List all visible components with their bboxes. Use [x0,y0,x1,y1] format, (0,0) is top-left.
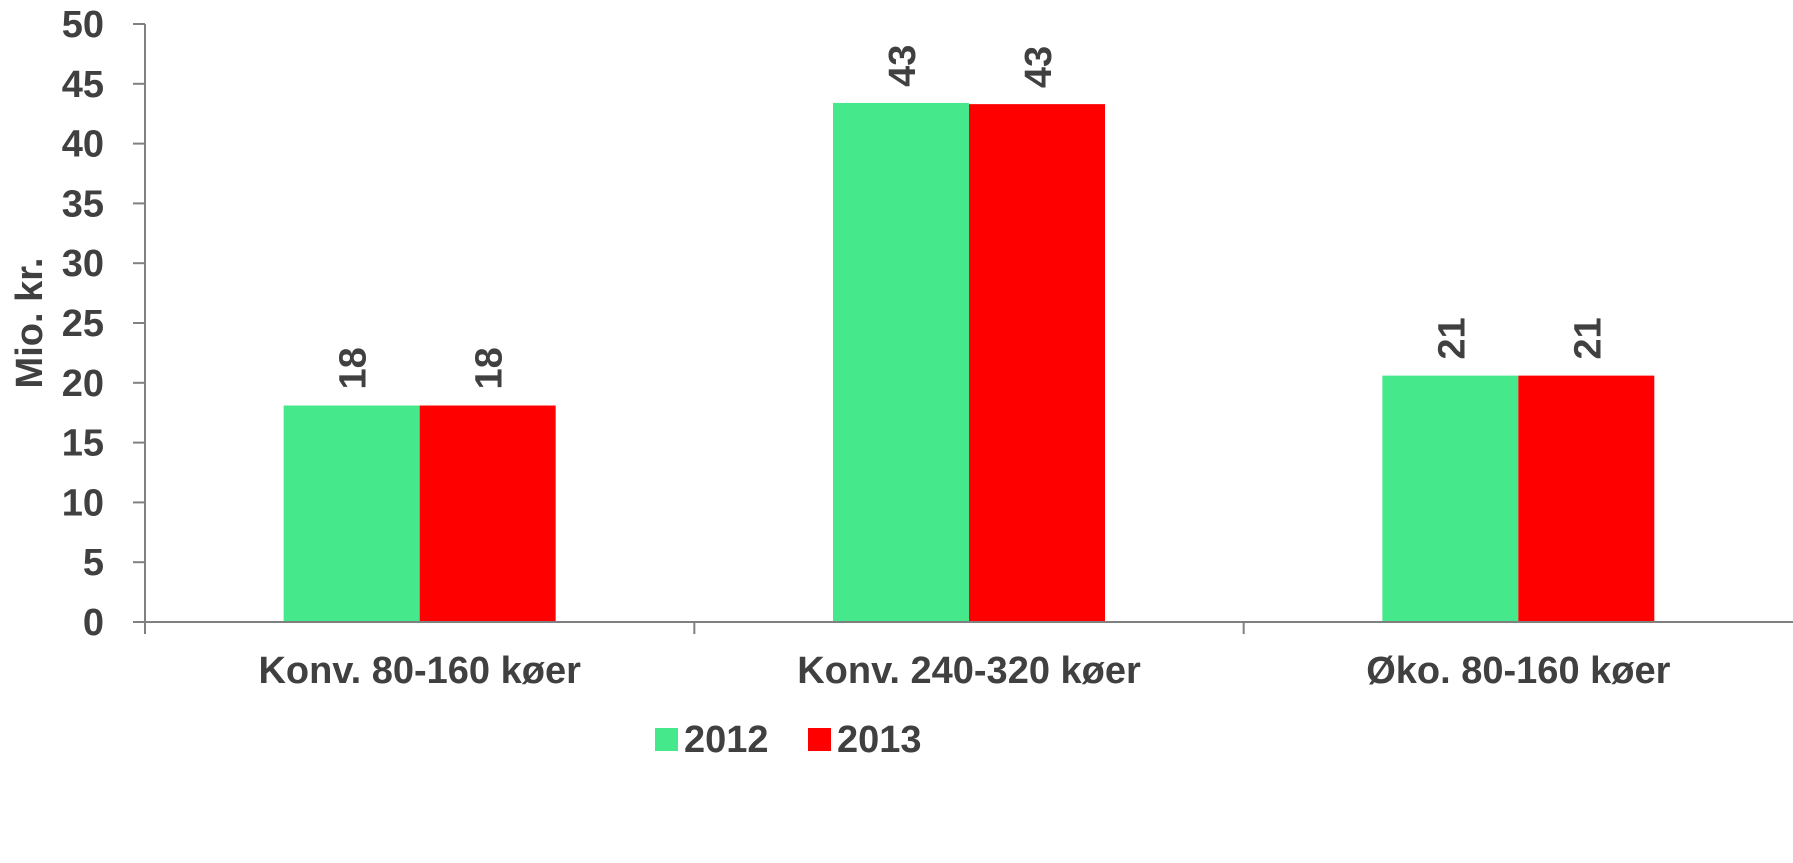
x-tick-label: Konv. 240-320 køer [797,650,1141,692]
y-axis-title: Mio. kr. [9,258,51,389]
y-tick-label: 5 [83,542,104,584]
bar-2013-3 [1518,375,1655,622]
data-label: 21 [1431,317,1473,359]
y-tick-label: 15 [62,423,104,465]
legend: 2012 2013 [655,719,922,761]
y-axis-ticks: 0 5 10 15 20 25 30 35 40 45 50 [62,4,145,644]
legend-swatch-2012 [655,728,678,751]
x-tick-label: Øko. 80-160 køer [1366,650,1670,692]
bar-2012-3 [1382,375,1519,622]
data-label: 18 [469,347,511,389]
y-tick-label: 20 [62,363,104,405]
data-label: 43 [882,45,924,87]
bars [283,102,1655,623]
data-label: 43 [1018,46,1060,88]
y-tick-label: 10 [62,482,104,524]
x-axis-ticks: Konv. 80-160 køer Konv. 240-320 køer Øko. … [144,622,1671,692]
y-tick-label: 50 [62,4,104,46]
data-labels: 18 18 43 43 21 21 [333,45,1610,390]
bar-2013-1 [419,405,556,622]
legend-swatch-2013 [808,728,831,751]
bar-2013-2 [969,104,1105,622]
y-tick-label: 40 [62,124,104,166]
x-tick-label: Konv. 80-160 køer [258,650,581,692]
legend-label: 2012 [684,719,769,761]
bar-2012-1 [283,405,420,622]
y-tick-label: 45 [62,64,104,106]
y-tick-label: 30 [62,243,104,285]
y-tick-label: 25 [62,303,104,345]
y-tick-label: 35 [62,183,104,225]
bar-2012-2 [833,102,969,623]
legend-label: 2013 [837,719,922,761]
data-label: 21 [1567,317,1609,359]
data-label: 18 [333,347,375,389]
y-tick-label: 0 [83,602,104,644]
